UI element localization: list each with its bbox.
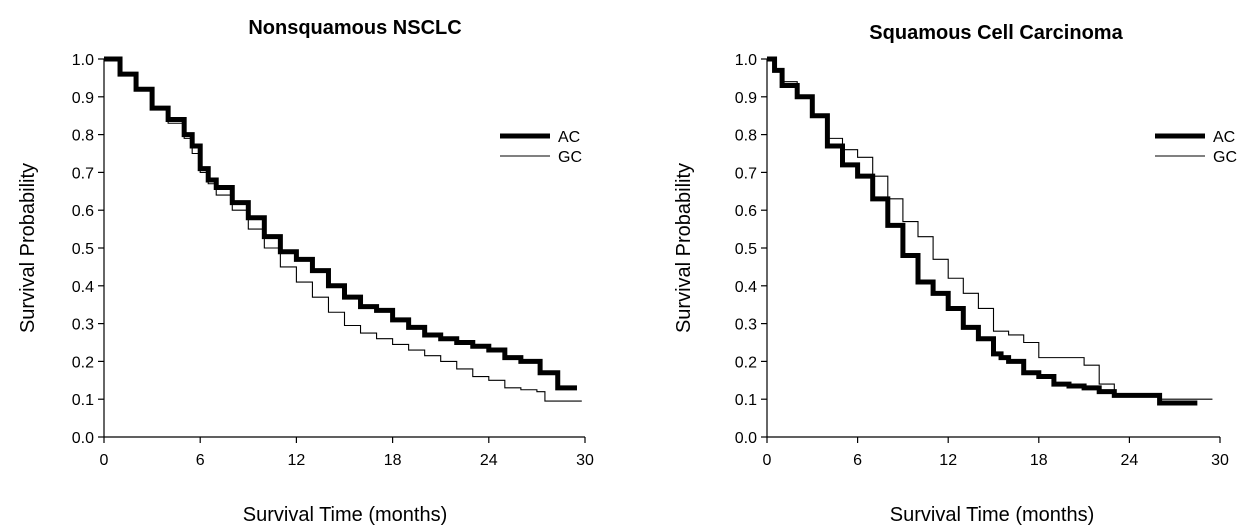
y-tick-label: 0.7	[735, 165, 757, 182]
x-tick-label: 0	[100, 452, 109, 469]
x-axis-label: Survival Time (months)	[890, 504, 1095, 526]
series-line-gc	[767, 58, 1213, 400]
y-tick-label: 0.9	[735, 90, 757, 107]
y-tick-label: 0.0	[735, 430, 757, 447]
x-tick-label: 24	[480, 452, 498, 469]
y-tick-label: 0.6	[72, 203, 94, 220]
x-axis-label: Survival Time (months)	[243, 504, 448, 526]
ticks: 0.0 0.1 0.2 0.3 0.4 0.5 0.6 0.7 0.8 0.9 1.0 0 6 12 18 2…	[735, 52, 1229, 469]
y-tick-label: 1.0	[735, 52, 757, 69]
y-tick-label: 0.0	[72, 430, 94, 447]
series-line-ac	[767, 56, 1198, 406]
y-tick-label: 0.7	[72, 165, 94, 182]
x-tick-label: 6	[853, 452, 862, 469]
x-tick-label: 18	[384, 452, 402, 469]
chart-panel-nonsquamous: Nonsquamous NSCLC Survival Probability S…	[17, 17, 594, 526]
x-tick-label: 6	[196, 452, 205, 469]
y-tick-label: 0.8	[735, 128, 757, 145]
y-tick-label: 0.9	[72, 90, 94, 107]
x-tick-label: 30	[576, 452, 594, 469]
chart-panel-squamous: Squamous Cell Carcinoma Survival Probabi…	[673, 22, 1237, 526]
chart-title: Squamous Cell Carcinoma	[869, 22, 1123, 44]
ticks: 0.0 0.1 0.2 0.3 0.4 0.5 0.6 0.7 0.8 0.9 1.0 0 6 12 18 2…	[72, 52, 594, 469]
series-line-gc	[104, 58, 582, 402]
legend-label-ac: AC	[558, 129, 580, 146]
y-tick-label: 0.5	[72, 241, 94, 258]
y-tick-label: 0.4	[72, 279, 94, 296]
y-tick-label: 0.3	[735, 317, 757, 334]
legend-label-gc: GC	[558, 149, 582, 166]
y-tick-label: 1.0	[72, 52, 94, 69]
y-tick-label: 0.2	[735, 354, 757, 371]
x-tick-label: 0	[763, 452, 772, 469]
axes	[103, 59, 585, 438]
y-tick-label: 0.4	[735, 279, 757, 296]
legend: AC GC	[500, 129, 582, 166]
x-tick-label: 30	[1211, 452, 1229, 469]
y-tick-label: 0.1	[72, 392, 94, 409]
y-axis-label: Survival Probability	[673, 163, 695, 333]
x-tick-label: 24	[1121, 452, 1139, 469]
axes	[766, 59, 1220, 438]
x-tick-label: 12	[939, 452, 957, 469]
y-tick-label: 0.1	[735, 392, 757, 409]
x-tick-label: 18	[1030, 452, 1048, 469]
y-tick-label: 0.2	[72, 354, 94, 371]
y-tick-label: 0.3	[72, 317, 94, 334]
y-tick-label: 0.8	[72, 128, 94, 145]
y-tick-label: 0.5	[735, 241, 757, 258]
legend-label-gc: GC	[1213, 149, 1237, 166]
chart-title: Nonsquamous NSCLC	[248, 17, 461, 39]
series-lines	[767, 56, 1213, 406]
x-tick-label: 12	[288, 452, 306, 469]
y-axis-label: Survival Probability	[17, 163, 39, 333]
legend: AC GC	[1155, 129, 1237, 166]
series-lines	[104, 56, 582, 402]
y-tick-label: 0.6	[735, 203, 757, 220]
series-line-ac	[104, 56, 577, 391]
legend-label-ac: AC	[1213, 129, 1235, 146]
